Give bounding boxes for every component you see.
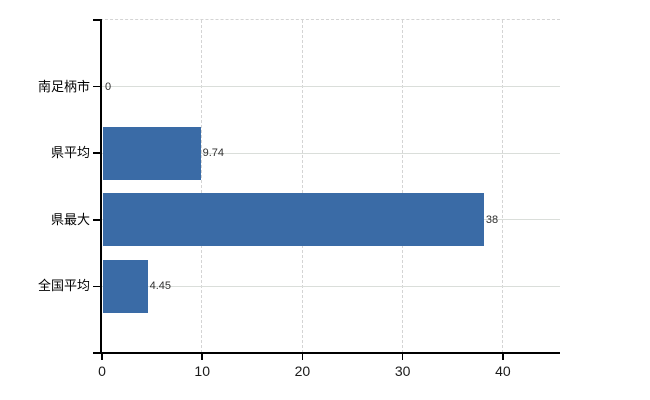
h-gridline [102, 152, 560, 154]
value-label: 0 [105, 80, 112, 93]
y-axis-line [100, 19, 102, 354]
x-axis-tick [401, 353, 404, 360]
category-tick [93, 152, 100, 154]
value-label: 38 [485, 213, 499, 226]
x-tick-label: 10 [194, 363, 210, 379]
bar [103, 259, 148, 313]
v-gridline [201, 20, 203, 353]
category-label: 全国平均 [37, 278, 90, 294]
v-gridline [301, 20, 303, 353]
category-label: 南足柄市 [37, 78, 90, 94]
x-axis-tick [101, 353, 103, 360]
category-label: 県平均 [50, 145, 90, 161]
v-gridline [502, 20, 504, 353]
x-tick-label: 0 [98, 363, 106, 379]
x-tick-label: 40 [495, 363, 511, 379]
category-tick [93, 219, 100, 221]
x-axis-tick [502, 353, 504, 360]
value-label: 9.74 [202, 147, 225, 160]
x-tick-label: 30 [394, 363, 411, 379]
x-tick-label: 20 [294, 363, 311, 379]
category-tick [93, 285, 100, 288]
category-tick [93, 85, 100, 88]
y-axis-end-tick [93, 19, 100, 21]
bar [103, 193, 484, 247]
x-axis-line [93, 352, 560, 354]
x-axis-tick [201, 353, 203, 360]
h-gridline [102, 285, 560, 287]
bar [103, 126, 201, 180]
v-gridline [401, 20, 403, 353]
x-axis-tick [301, 353, 304, 360]
h-gridline [102, 86, 560, 88]
plot-top-border [100, 19, 560, 20]
value-label: 4.45 [149, 280, 172, 293]
category-label: 県最大 [50, 211, 90, 227]
